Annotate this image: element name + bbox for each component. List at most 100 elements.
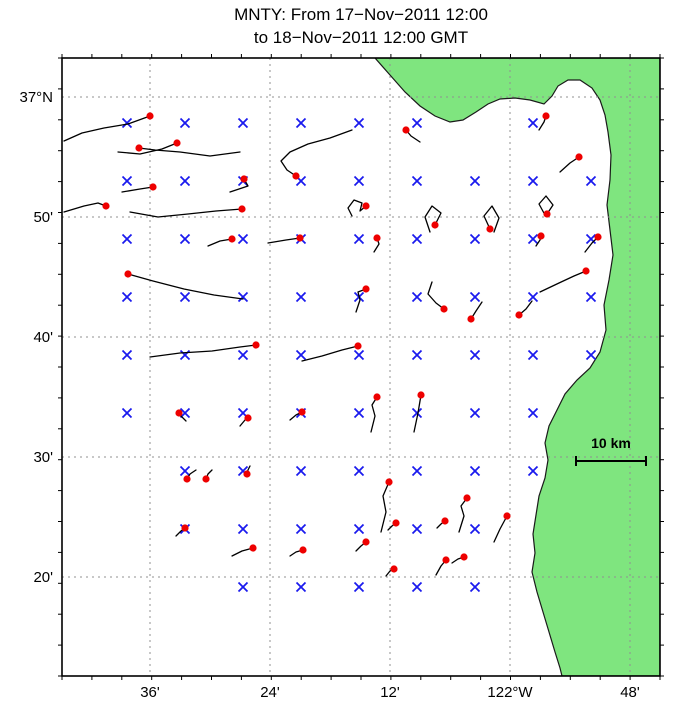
endpoint-dot (440, 305, 448, 313)
x-marker-icon (237, 117, 249, 129)
x-marker-icon (469, 233, 481, 245)
endpoint-dot (146, 112, 154, 120)
x-marker-icon (585, 349, 597, 361)
x-marker-icon (237, 465, 249, 477)
endpoint-dot (362, 285, 370, 293)
trajectory-line (231, 547, 254, 557)
x-marker-icon (179, 407, 191, 419)
x-marker-icon (527, 465, 539, 477)
endpoint-dot (124, 270, 132, 278)
x-marker-icon (295, 465, 307, 477)
x-marker-icon (353, 465, 365, 477)
trajectory-line (355, 288, 367, 313)
endpoint-dot (354, 342, 362, 350)
endpoint-dot (173, 139, 181, 147)
x-marker-icon (585, 233, 597, 245)
x-marker-icon (353, 407, 365, 419)
trajectory-line (427, 281, 445, 310)
x-marker-icon (179, 117, 191, 129)
y-axis-tick-label: 50' (33, 209, 53, 226)
x-marker-icon (295, 117, 307, 129)
x-marker-icon (469, 581, 481, 593)
trajectory-line (280, 129, 353, 177)
trajectory-line (63, 115, 151, 142)
endpoint-dot (175, 409, 183, 417)
trajectories (63, 115, 599, 577)
endpoint-dot (181, 524, 189, 532)
endpoint-dot (467, 315, 475, 323)
x-marker-icon (353, 581, 365, 593)
x-marker-icon (411, 465, 423, 477)
x-marker-icon (527, 349, 539, 361)
endpoint-dot (515, 311, 523, 319)
x-marker-icon (411, 291, 423, 303)
trajectory-line (138, 147, 241, 157)
endpoint-dot (542, 112, 550, 120)
x-marker-icon (121, 349, 133, 361)
trajectory-line (207, 238, 233, 247)
x-marker-icon (469, 175, 481, 187)
endpoint-dot (385, 478, 393, 486)
x-marker-icon (237, 349, 249, 361)
y-axis-tick-label: 40' (33, 329, 53, 346)
y-axis-tick-label: 20' (33, 569, 53, 586)
trajectory-line (129, 208, 243, 218)
endpoint-dot (238, 205, 246, 213)
endpoint-dot (362, 202, 370, 210)
x-marker-icon (237, 233, 249, 245)
y-axis-tick-label: 30' (33, 449, 53, 466)
endpoint-dots (102, 112, 602, 573)
x-marker-icon (411, 407, 423, 419)
x-marker-icon (411, 523, 423, 535)
land-group (374, 58, 660, 676)
x-marker-icon (527, 407, 539, 419)
trajectory-line (538, 195, 554, 216)
x-marker-icon (411, 581, 423, 593)
x-marker-icon (179, 175, 191, 187)
x-marker-icon (179, 233, 191, 245)
trajectory-line (559, 156, 580, 173)
x-axis-tick-label: 24' (260, 684, 280, 701)
coastline-land-polygon (374, 58, 660, 676)
x-marker-icon (411, 175, 423, 187)
endpoint-dot (252, 341, 260, 349)
trajectory-line (370, 396, 378, 433)
endpoint-dot (296, 234, 304, 242)
x-marker-icon (237, 523, 249, 535)
endpoint-dot (243, 470, 251, 478)
endpoint-dot (390, 565, 398, 573)
x-marker-icon (353, 523, 365, 535)
x-marker-icon (527, 117, 539, 129)
x-marker-icon (237, 581, 249, 593)
x-marker-icon (469, 465, 481, 477)
endpoint-dot (240, 175, 248, 183)
endpoint-dot (299, 546, 307, 554)
x-marker-icon (353, 349, 365, 361)
endpoint-dot (441, 517, 449, 525)
endpoint-dot (575, 153, 583, 161)
trajectory-line (301, 345, 359, 362)
trajectory-line (380, 481, 390, 533)
x-marker-icon (411, 349, 423, 361)
endpoint-dot (373, 234, 381, 242)
endpoint-dot (442, 556, 450, 564)
plot-title-line1: MNTY: From 17−Nov−2011 12:00 (234, 5, 488, 24)
x-marker-icon (295, 349, 307, 361)
x-marker-icon (527, 233, 539, 245)
x-marker-icon (237, 291, 249, 303)
trajectory-line (149, 344, 257, 358)
endpoint-dot (149, 183, 157, 191)
x-marker-icon (121, 291, 133, 303)
plot-title: MNTY: From 17−Nov−2011 12:00 to 18−Nov−2… (62, 4, 660, 50)
x-marker-icon (295, 175, 307, 187)
endpoint-dot (417, 391, 425, 399)
x-marker-icon (295, 581, 307, 593)
endpoint-dot (460, 553, 468, 561)
trajectory-line (413, 394, 422, 433)
endpoint-dot (298, 408, 306, 416)
x-marker-icon (585, 291, 597, 303)
trajectory-line (117, 142, 178, 155)
endpoint-dot (202, 475, 210, 483)
x-axis-tick-label: 36' (140, 684, 160, 701)
x-marker-icon (295, 291, 307, 303)
